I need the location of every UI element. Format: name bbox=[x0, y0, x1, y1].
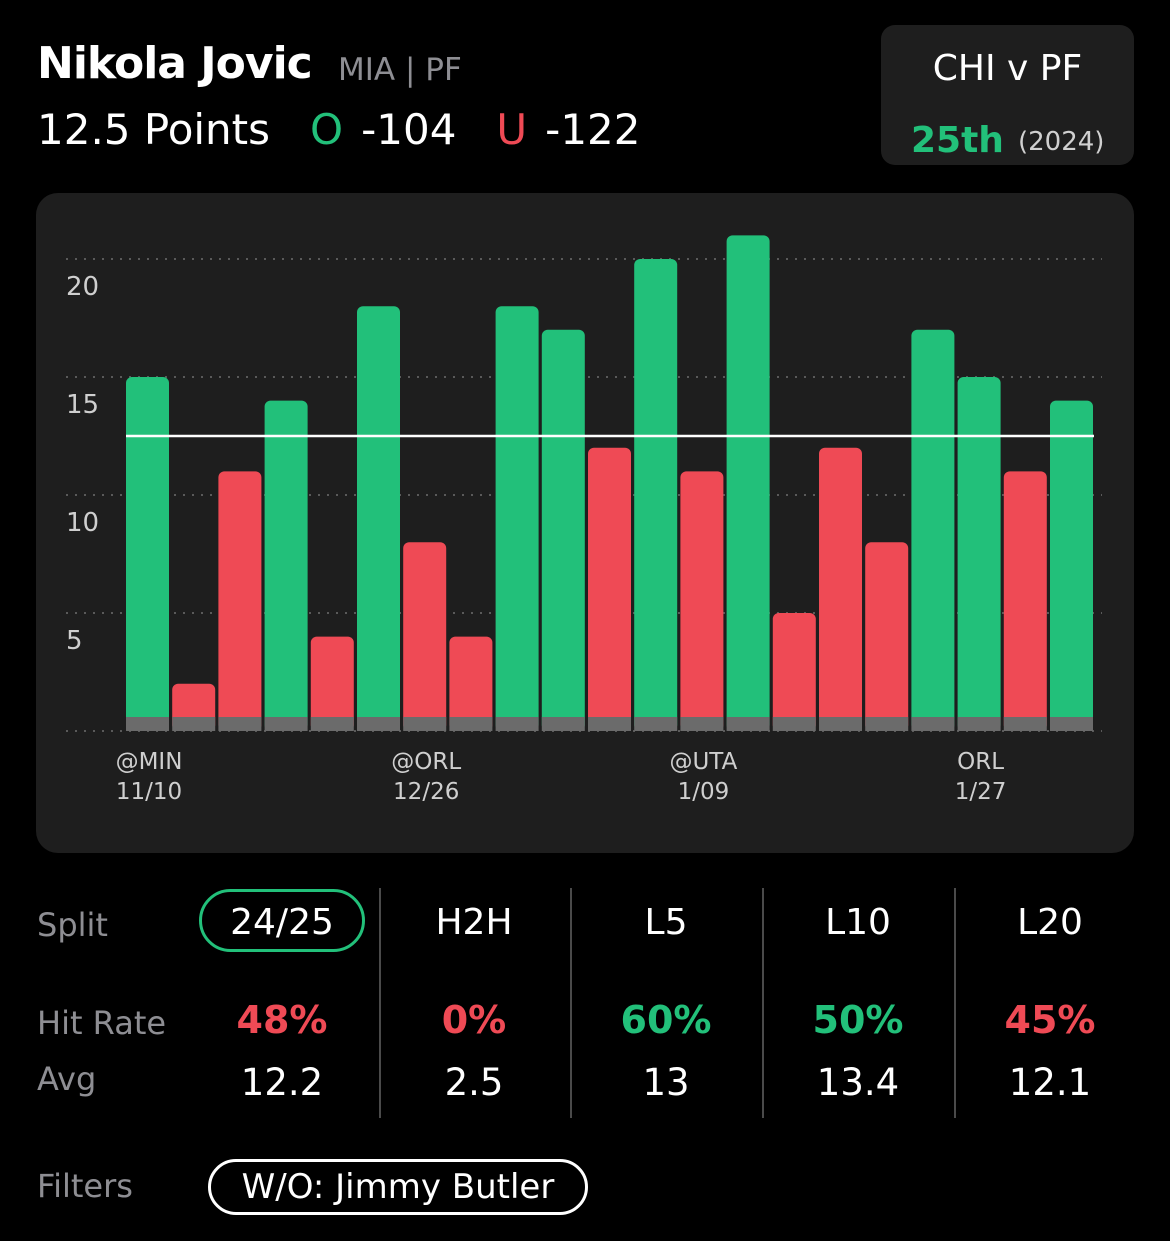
chart-bar bbox=[495, 306, 539, 731]
column-divider bbox=[762, 888, 764, 1118]
hit-rate-row-label: Hit Rate bbox=[37, 1004, 167, 1042]
bar-base bbox=[957, 717, 1001, 731]
avg-season: 12.2 bbox=[240, 1061, 324, 1104]
bar-base bbox=[449, 717, 493, 731]
team-position: MIA | PF bbox=[338, 52, 462, 88]
bar-base bbox=[772, 717, 816, 731]
bar-base bbox=[588, 717, 631, 731]
avg-l20: 12.1 bbox=[1008, 1061, 1092, 1104]
chart-svg: 5 10 15 20 @MIN 11/10 @ORL 12/26 @UTA 1/09 ORL 1/27 bbox=[66, 235, 1102, 805]
prop-line-row: 12.5 Points O -104 U -122 bbox=[37, 102, 641, 158]
bar-base bbox=[403, 717, 447, 731]
bar-base bbox=[357, 717, 400, 731]
avg-h2h: 2.5 bbox=[444, 1061, 504, 1104]
chart-bar bbox=[772, 613, 816, 731]
chart-bar bbox=[588, 447, 631, 731]
split-tab-l5[interactable]: L5 bbox=[644, 902, 688, 943]
column-divider bbox=[954, 888, 956, 1118]
bar-base bbox=[495, 717, 539, 731]
avg-l10: 13.4 bbox=[816, 1061, 900, 1104]
bar-base bbox=[172, 717, 216, 731]
selected-split-indicator bbox=[199, 889, 365, 952]
matchup-title: CHI v PF bbox=[932, 48, 1083, 89]
chart-bar bbox=[403, 542, 447, 731]
under-odds[interactable]: -122 bbox=[545, 105, 641, 154]
bar-base bbox=[634, 717, 678, 731]
player-name: Nikola Jovic bbox=[37, 38, 313, 89]
x-tick-date: 1/27 bbox=[955, 779, 1007, 805]
x-tick-date: 12/26 bbox=[393, 779, 459, 805]
y-tick-label: 15 bbox=[66, 390, 99, 420]
split-tab-season[interactable]: 24/25 bbox=[230, 902, 334, 943]
hit-rate-season: 48% bbox=[236, 998, 328, 1042]
over-icon: O bbox=[310, 105, 344, 154]
split-tab-l20[interactable]: L20 bbox=[1017, 902, 1083, 943]
prop-line: 12.5 Points bbox=[37, 105, 271, 154]
chart-bar bbox=[449, 636, 493, 731]
bar-base bbox=[726, 717, 770, 731]
chart-bar bbox=[957, 377, 1001, 731]
bar-base bbox=[680, 717, 724, 731]
hit-rate-l5: 60% bbox=[620, 998, 712, 1042]
bar-base bbox=[819, 717, 862, 731]
chart-bar bbox=[264, 400, 308, 731]
over-odds[interactable]: -104 bbox=[361, 105, 457, 154]
avg-row-label: Avg bbox=[37, 1060, 97, 1098]
matchup-rank: 25th bbox=[911, 120, 1004, 161]
filters-label: Filters bbox=[37, 1167, 133, 1205]
bar-base bbox=[218, 717, 262, 731]
chart-bar bbox=[218, 471, 262, 731]
avg-l5: 13 bbox=[642, 1061, 690, 1104]
split-tab-h2h[interactable]: H2H bbox=[435, 902, 513, 943]
column-divider bbox=[570, 888, 572, 1118]
matchup-year: (2024) bbox=[1018, 127, 1105, 157]
chart-bar bbox=[310, 636, 354, 731]
split-tab-l10[interactable]: L10 bbox=[825, 902, 891, 943]
x-tick-date: 1/09 bbox=[678, 779, 730, 805]
chart-bar bbox=[634, 259, 678, 731]
bar-base bbox=[541, 717, 585, 731]
x-tick-opponent: @UTA bbox=[669, 749, 737, 775]
chart-bar bbox=[541, 329, 585, 731]
x-tick-date: 11/10 bbox=[116, 779, 182, 805]
chart-bar bbox=[680, 471, 724, 731]
x-tick-opponent: ORL bbox=[957, 749, 1004, 775]
chart-bar bbox=[911, 329, 955, 731]
bar-base bbox=[310, 717, 354, 731]
chart-bar bbox=[126, 377, 169, 731]
game-log-chart: 5 10 15 20 @MIN 11/10 @ORL 12/26 @UTA 1/09 ORL 1/27 bbox=[36, 193, 1134, 853]
filter-chip-without-player[interactable]: W/O: Jimmy Butler bbox=[208, 1159, 588, 1215]
split-row-label: Split bbox=[37, 906, 108, 944]
x-tick-opponent: @ORL bbox=[391, 749, 461, 775]
y-tick-label: 5 bbox=[66, 626, 83, 656]
under-icon: U bbox=[496, 105, 528, 154]
bar-base bbox=[126, 717, 169, 731]
x-tick-opponent: @MIN bbox=[116, 749, 183, 775]
hit-rate-h2h: 0% bbox=[441, 998, 507, 1042]
column-divider bbox=[379, 888, 381, 1118]
chart-bar bbox=[865, 542, 909, 731]
bar-base bbox=[865, 717, 909, 731]
chart-bar bbox=[357, 306, 400, 731]
hit-rate-l20: 45% bbox=[1004, 998, 1096, 1042]
bar-base bbox=[911, 717, 955, 731]
chart-bar bbox=[1050, 400, 1093, 731]
y-tick-label: 20 bbox=[66, 272, 99, 302]
bar-base bbox=[1003, 717, 1047, 731]
chart-bar bbox=[1003, 471, 1047, 731]
bar-base bbox=[264, 717, 308, 731]
bar-base bbox=[1050, 717, 1093, 731]
hit-rate-l10: 50% bbox=[812, 998, 904, 1042]
y-tick-label: 10 bbox=[66, 508, 99, 538]
matchup-card[interactable]: CHI v PF 25th (2024) bbox=[881, 25, 1134, 165]
chart-bar bbox=[726, 235, 770, 731]
chart-bar bbox=[819, 447, 862, 731]
